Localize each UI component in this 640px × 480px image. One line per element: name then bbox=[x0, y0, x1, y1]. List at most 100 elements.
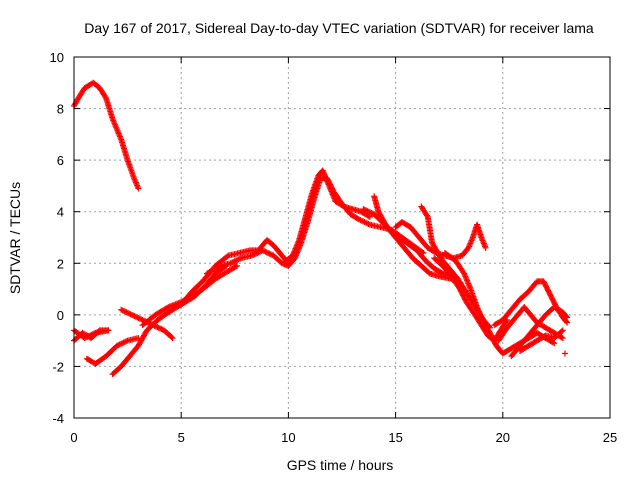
data-point bbox=[559, 335, 566, 342]
axis-ticks: 0 5 10 15 20 25 -4 -2 0 2 4 6 8 10 bbox=[50, 50, 618, 445]
data-point bbox=[118, 306, 125, 313]
y-tick-label: 4 bbox=[57, 205, 64, 220]
data-point bbox=[365, 208, 372, 215]
data-point bbox=[119, 307, 126, 314]
data-point bbox=[563, 313, 570, 320]
data-point bbox=[228, 259, 235, 266]
data-point bbox=[88, 331, 95, 338]
data-point bbox=[232, 263, 239, 270]
data-point bbox=[265, 249, 272, 256]
data-point bbox=[356, 216, 363, 223]
series-track-l bbox=[418, 203, 493, 331]
data-point bbox=[564, 314, 571, 321]
data-point bbox=[136, 315, 143, 322]
data-point bbox=[232, 257, 239, 264]
data-point bbox=[361, 206, 368, 213]
data-point bbox=[154, 324, 161, 331]
data-point bbox=[259, 247, 266, 254]
data-point bbox=[360, 218, 367, 225]
x-tick-label: 25 bbox=[603, 430, 617, 445]
data-point bbox=[113, 342, 120, 349]
data-point bbox=[367, 209, 374, 216]
data-point bbox=[120, 339, 127, 346]
y-tick-label: -4 bbox=[52, 411, 64, 426]
data-point bbox=[263, 249, 270, 256]
data-point bbox=[138, 316, 145, 323]
data-point bbox=[127, 311, 134, 318]
series-track-q bbox=[508, 304, 571, 360]
data-point bbox=[102, 93, 109, 100]
data-point bbox=[120, 307, 127, 314]
y-tick-label: 6 bbox=[57, 153, 64, 168]
data-point bbox=[85, 333, 92, 340]
data-point bbox=[551, 340, 558, 347]
series-track-e bbox=[118, 306, 176, 342]
data-point bbox=[558, 334, 565, 341]
data-point bbox=[250, 251, 257, 258]
data-point bbox=[116, 341, 123, 348]
x-tick-label: 15 bbox=[388, 430, 402, 445]
series-track-b bbox=[71, 327, 112, 342]
y-tick-label: -2 bbox=[52, 359, 64, 374]
data-point bbox=[256, 248, 263, 255]
data-point bbox=[131, 313, 138, 320]
series-track-early-high bbox=[71, 79, 142, 192]
data-point bbox=[150, 322, 157, 329]
y-tick-label: 10 bbox=[50, 50, 64, 65]
data-point bbox=[364, 220, 371, 227]
data-point bbox=[123, 309, 130, 316]
data-point bbox=[365, 220, 372, 227]
data-point bbox=[261, 248, 268, 255]
series-track-i bbox=[360, 206, 455, 280]
data-point bbox=[87, 332, 94, 339]
data-point bbox=[121, 338, 128, 345]
data-point bbox=[267, 251, 274, 258]
data-point bbox=[231, 258, 238, 265]
data-point bbox=[147, 320, 154, 327]
data-point bbox=[558, 328, 565, 335]
data-point bbox=[89, 331, 96, 338]
data-point bbox=[235, 256, 242, 263]
data-point bbox=[248, 252, 255, 259]
x-tick-label: 0 bbox=[70, 430, 77, 445]
data-point bbox=[91, 330, 98, 337]
data-point bbox=[360, 206, 367, 213]
y-tick-label: 2 bbox=[57, 256, 64, 271]
data-point bbox=[254, 249, 261, 256]
data-point bbox=[233, 262, 240, 269]
data-point bbox=[169, 335, 176, 342]
data-point bbox=[153, 323, 160, 330]
data-point bbox=[362, 219, 369, 226]
data-point bbox=[81, 335, 88, 342]
data-point bbox=[155, 324, 162, 331]
data-marks bbox=[71, 79, 571, 378]
data-point bbox=[135, 185, 142, 192]
y-tick-label: 0 bbox=[57, 308, 64, 323]
y-tick-label: 8 bbox=[57, 102, 64, 117]
data-point bbox=[266, 250, 273, 257]
data-point bbox=[115, 342, 122, 349]
data-point bbox=[358, 217, 365, 224]
data-point bbox=[157, 325, 164, 332]
data-point bbox=[215, 263, 222, 270]
data-point bbox=[139, 317, 146, 324]
data-point bbox=[117, 340, 124, 347]
data-point bbox=[224, 253, 231, 260]
data-point bbox=[364, 208, 371, 215]
data-point bbox=[134, 314, 141, 321]
series-track-r bbox=[516, 327, 566, 354]
data-point bbox=[368, 210, 375, 217]
series-track-h bbox=[203, 175, 427, 277]
series-track-f bbox=[139, 262, 240, 329]
series-track-c bbox=[83, 335, 142, 367]
data-point bbox=[230, 258, 237, 265]
data-point bbox=[132, 313, 139, 320]
data-point bbox=[128, 311, 135, 318]
data-point bbox=[123, 338, 130, 345]
data-point bbox=[164, 304, 171, 311]
data-point bbox=[423, 212, 430, 219]
data-point bbox=[236, 255, 243, 262]
data-point bbox=[559, 327, 566, 334]
data-point bbox=[126, 310, 133, 317]
plot-frame bbox=[73, 56, 611, 419]
